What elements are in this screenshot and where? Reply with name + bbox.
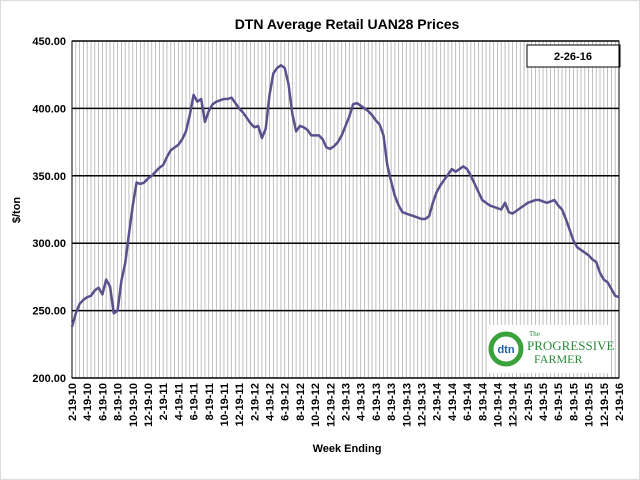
x-tick-label: 12-19-14: [508, 382, 520, 427]
x-tick-label: 4-19-12: [265, 383, 277, 421]
x-tick-label: 8-19-10: [113, 383, 125, 421]
x-tick-label: 6-19-12: [280, 383, 292, 421]
logo: dtn The PROGRESSIVE FARMER: [488, 325, 614, 373]
x-tick-label: 6-19-11: [189, 383, 201, 420]
logo-ring: [488, 331, 524, 367]
x-tick-label: 10-19-13: [401, 383, 413, 427]
x-tick-label: 4-19-14: [447, 382, 459, 421]
annotation-box: [526, 44, 621, 68]
y-tick-label: 450.00: [32, 36, 66, 48]
plot-frame: [71, 40, 620, 379]
x-tick-label: 2-19-10: [67, 383, 79, 421]
x-tick-label: 6-19-14: [462, 382, 474, 421]
annotation: 2-26-16: [554, 51, 592, 63]
x-tick-label: 8-19-14: [477, 382, 489, 421]
x-tick-label: 12-19-15: [599, 383, 611, 427]
chart-title: DTN Average Retail UAN28 Prices: [235, 16, 460, 32]
x-tick-label: 2-19-16: [614, 383, 626, 421]
x-tick-label: 10-19-10: [128, 383, 140, 427]
y-tick-label: 250.00: [32, 306, 66, 318]
x-tick-label: 10-19-15: [584, 383, 596, 427]
logo-the: The: [529, 330, 540, 338]
y-tick-label: 400.00: [32, 103, 66, 115]
x-tick-label: 12-19-10: [143, 383, 155, 427]
x-tick-label: 4-19-10: [82, 383, 94, 421]
x-tick-label: 6-19-10: [97, 383, 109, 421]
x-axis-label: Week Ending: [313, 443, 382, 455]
x-tick-label: 10-19-14: [492, 382, 504, 427]
x-tick-label: 8-19-13: [386, 383, 398, 421]
x-tick-label: 4-19-15: [538, 383, 550, 421]
x-tick-label: 2-19-15: [523, 383, 535, 421]
series-line: [70, 64, 620, 328]
y-tick-label: 300.00: [32, 238, 66, 250]
x-tick-label: 2-19-12: [249, 383, 261, 421]
logo-farmer: FARMER: [534, 352, 582, 366]
x-tick-label: 2-19-11: [158, 383, 170, 420]
x-tick-label: 8-19-15: [568, 383, 580, 421]
y-tick-label: 200.00: [32, 373, 66, 385]
logo-progressive: PROGRESSIVE: [527, 338, 614, 353]
x-tick-label: 12-19-13: [416, 383, 428, 427]
x-tick-label: 2-19-14: [432, 382, 444, 421]
x-tick-label: 2-19-13: [341, 383, 353, 421]
y-tick-label: 350.00: [32, 171, 66, 183]
x-tick-label: 6-19-13: [371, 383, 383, 421]
x-tick-label: 6-19-15: [553, 383, 565, 421]
x-tick-label: 12-19-12: [325, 383, 337, 427]
x-tick-label: 4-19-13: [356, 383, 368, 421]
x-tick-label: 8-19-12: [295, 383, 307, 421]
grid: [71, 40, 620, 379]
x-tick-label: 4-19-11: [173, 383, 185, 420]
y-axis-label: $/ton: [11, 197, 23, 224]
x-tick-label: 10-19-11: [219, 383, 231, 426]
x-tick-label: 12-19-11: [234, 383, 246, 426]
logo-dtn: dtn: [497, 344, 514, 356]
x-tick-label: 8-19-11: [204, 383, 216, 420]
x-tick-label: 10-19-12: [310, 383, 322, 427]
